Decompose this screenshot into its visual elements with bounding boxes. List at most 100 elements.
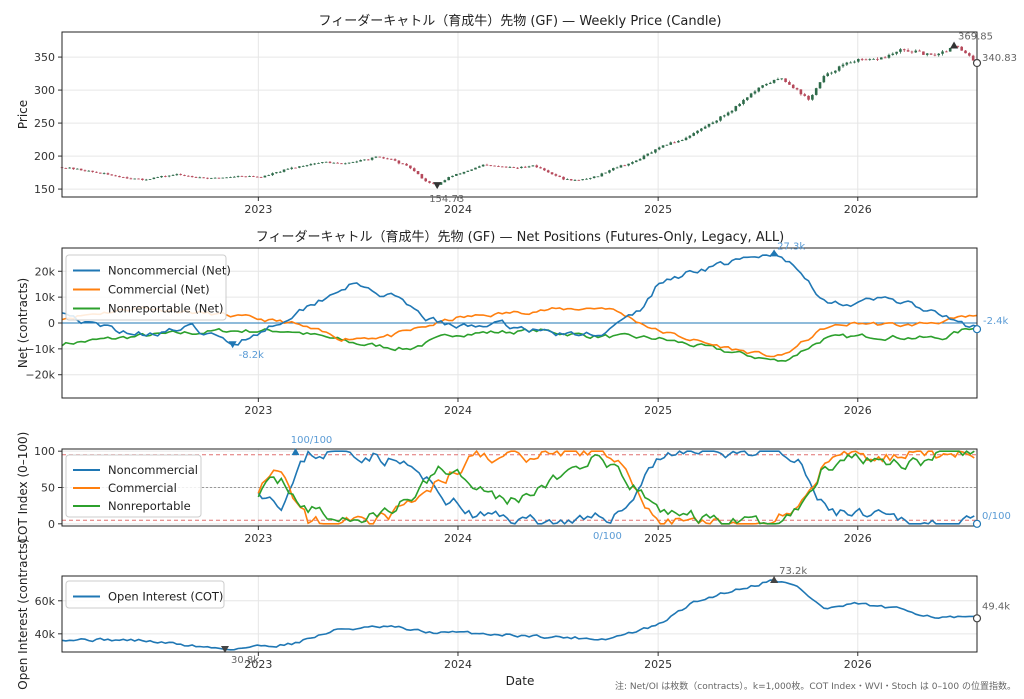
candle-body [508, 167, 512, 168]
candle-body [443, 180, 447, 183]
x-tick-label: 2025 [644, 658, 672, 671]
y-tick-label: 250 [34, 117, 55, 130]
candle-body [799, 89, 803, 95]
candle-body [202, 177, 205, 179]
candle-body [160, 176, 163, 178]
candle-body [661, 145, 665, 148]
candle-body [776, 79, 780, 80]
min-label: 30.8k [231, 655, 259, 666]
candle-body [424, 178, 428, 182]
candle-body [420, 174, 424, 179]
min-marker [220, 646, 229, 654]
candle-body [941, 51, 944, 54]
candle-body [960, 46, 963, 51]
candle-body [171, 175, 175, 176]
last-label: -2.4k [983, 316, 1009, 327]
candle-body [918, 50, 921, 52]
legend-label: Commercial (Net) [108, 283, 210, 297]
candle-body [554, 174, 558, 176]
candle-body [841, 64, 845, 67]
x-axis-label: Date [506, 674, 535, 688]
candle-body [213, 177, 217, 179]
candle-body [286, 168, 290, 170]
cot-index-panel: 2023 2024 2025 2026 0 50 100 COT Index (0–100) 1… [16, 432, 1011, 545]
candle-body [872, 58, 875, 60]
x-tick-label: 2024 [444, 203, 472, 216]
candle-body [500, 166, 504, 168]
axes-frame [61, 247, 978, 399]
x-tick-label: 2026 [844, 658, 872, 671]
candle-body [493, 165, 496, 167]
candle-body [217, 177, 221, 179]
max-label: 100/100 [291, 435, 333, 446]
candle-body [332, 162, 336, 164]
candle-body [336, 162, 339, 164]
candle-body [623, 165, 627, 167]
candle-body [236, 175, 240, 177]
candle-body [462, 171, 466, 174]
candle-body [749, 93, 753, 98]
candle-body [615, 167, 619, 169]
candle-body [324, 161, 328, 163]
legend-label: Nonreportable [108, 499, 191, 513]
candle-body [305, 165, 309, 167]
candle-body [772, 79, 776, 83]
candle-body [673, 142, 676, 144]
candle-body [294, 167, 297, 169]
candle-body [409, 165, 412, 169]
candle-body [684, 137, 688, 141]
candle-body [198, 177, 202, 179]
candle-body [428, 181, 431, 183]
candle-body [397, 160, 401, 164]
candle-body [795, 88, 799, 90]
candle-body [757, 87, 761, 92]
candle-body [167, 175, 171, 177]
last-marker [972, 614, 982, 623]
candle-body [64, 168, 68, 169]
candle-body [156, 177, 160, 178]
candle-body [125, 177, 129, 179]
candle-body [719, 116, 722, 121]
candle-body [497, 166, 500, 167]
candle-body [363, 159, 366, 161]
candle-body [389, 158, 393, 160]
x-tick-label: 2025 [644, 203, 672, 216]
price-chart-panel: 2023 2024 2025 2026 150 200 250 300 350 Price 369.… [16, 31, 1017, 216]
candle-body [466, 170, 470, 172]
candle-body [592, 176, 596, 179]
candle-body [95, 171, 98, 173]
high-marker [950, 41, 959, 49]
axes-frame [61, 575, 978, 653]
net-chart-title: フィーダーキャトル（育成牛）先物 (GF) — Net Positions (F… [256, 229, 784, 245]
candle-body [278, 171, 282, 173]
candle-body [523, 166, 527, 168]
candle-body [738, 103, 741, 107]
net-positions-panel: 2023 2024 2025 2026 −20k −10k 0 10k 20k Net (cont… [16, 241, 1009, 417]
candle-body [439, 182, 443, 185]
candle-body [546, 170, 550, 173]
last-marker [972, 58, 982, 68]
candle-body [481, 164, 485, 167]
candle-body [807, 95, 810, 100]
candle-body [604, 172, 607, 174]
x-tick-label: 2025 [644, 404, 672, 417]
candle-body [478, 166, 481, 168]
candle-body [558, 175, 561, 177]
candle-body [868, 59, 872, 60]
x-tick-label: 2026 [844, 203, 872, 216]
candle-body [248, 176, 251, 177]
last-label: 340.83 [982, 53, 1017, 64]
y-tick-label: −20k [25, 369, 55, 382]
candle-body [707, 123, 711, 127]
candle-body [458, 173, 462, 175]
candle-body [669, 142, 673, 145]
min-label: 0/100 [593, 531, 622, 542]
candle-body [313, 163, 316, 165]
candle-body [229, 177, 232, 178]
candle-body [964, 50, 967, 54]
candle-body [382, 157, 385, 159]
candle-body [657, 147, 661, 150]
candle-body [765, 83, 768, 86]
candle-body [596, 176, 600, 178]
candle-body [187, 175, 190, 177]
